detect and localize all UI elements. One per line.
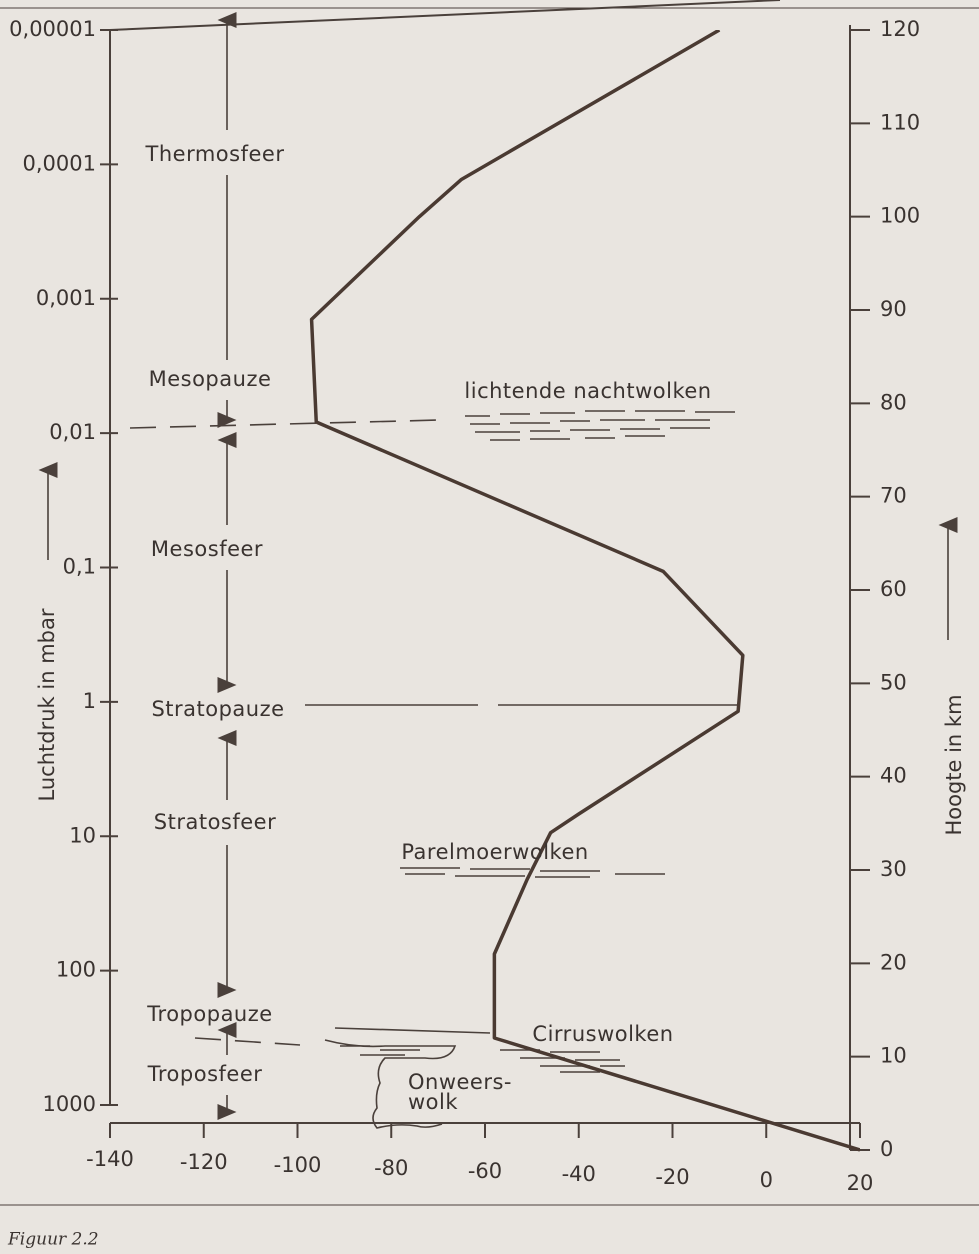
mesopause-line	[129, 419, 441, 429]
x-tick-label: -140	[86, 1147, 134, 1171]
y-tick-label: 0,0001	[23, 151, 96, 175]
y2-tick-label: 0	[880, 1137, 893, 1161]
annotation: Stratosfeer	[154, 810, 276, 834]
y-tick-label: 0,00001	[9, 17, 96, 41]
annotation: Stratopauze	[151, 697, 284, 721]
y-tick-label: 0,1	[63, 555, 96, 579]
x-tick-label: 20	[847, 1171, 874, 1195]
cirrus-clouds	[500, 1049, 625, 1073]
y2-tick-label: 120	[880, 17, 920, 41]
temperature-line	[309, 30, 860, 1152]
x-tick-label: -80	[374, 1156, 408, 1180]
annotation: Onweers-	[408, 1070, 512, 1094]
y2-tick-label: 10	[880, 1044, 907, 1068]
annotation: Thermosfeer	[145, 142, 285, 166]
nacreous-clouds	[400, 867, 665, 878]
x-tick-label: 0	[760, 1168, 773, 1192]
tropopause-line	[334, 1027, 491, 1034]
y2-tick-label: 90	[880, 297, 907, 321]
y2-tick-label: 70	[880, 484, 907, 508]
x-tick-label: -40	[562, 1162, 596, 1186]
y2-tick-label: 40	[880, 764, 907, 788]
annotation: Tropopauze	[146, 1002, 272, 1026]
y-tick-label: 0,01	[49, 420, 96, 444]
tropopause-line	[194, 1037, 301, 1046]
annotation: wolk	[408, 1090, 458, 1114]
right-axis-label: Hoogte in km	[942, 694, 966, 835]
x-tick-label: -100	[274, 1153, 322, 1177]
annotation: Parelmoerwolken	[401, 840, 588, 864]
y2-tick-label: 50	[880, 670, 907, 694]
y-tick-label: 1	[83, 689, 96, 713]
y2-tick-label: 80	[880, 390, 907, 414]
y-tick-label: 10	[69, 823, 96, 847]
top-line	[109, 0, 781, 31]
left-axis-label: Luchtdruk in mbar	[35, 608, 59, 801]
y2-tick-label: 100	[880, 204, 920, 228]
x-tick-label: -20	[655, 1165, 689, 1189]
y2-tick-label: 60	[880, 577, 907, 601]
x-tick-label: -60	[468, 1159, 502, 1183]
y2-tick-label: 30	[880, 857, 907, 881]
y-tick-label: 0,001	[36, 286, 96, 310]
annotation: lichtende nachtwolken	[464, 379, 711, 403]
caption: Figuur 2.2	[7, 1230, 99, 1250]
annotation: Troposfeer	[147, 1062, 263, 1086]
y-tick-label: 100	[56, 958, 96, 982]
annotation: Mesosfeer	[151, 537, 263, 561]
thunder-cloud	[324, 1039, 457, 1129]
y2-tick-label: 110	[880, 110, 920, 134]
x-tick-label: -120	[180, 1150, 228, 1174]
annotation: Mesopauze	[149, 367, 272, 391]
noctilucent-clouds	[465, 410, 735, 441]
y-tick-label: 1000	[43, 1092, 96, 1116]
annotation: Cirruswolken	[532, 1022, 673, 1046]
y2-tick-label: 20	[880, 950, 907, 974]
